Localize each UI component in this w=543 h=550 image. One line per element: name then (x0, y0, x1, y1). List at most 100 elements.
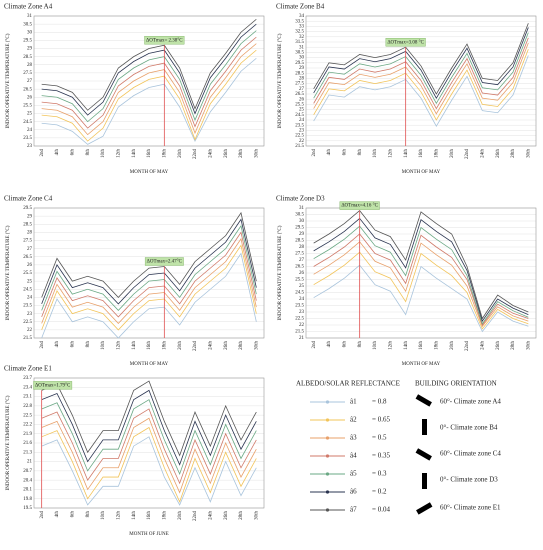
y-tick-label: 23.4 (23, 385, 32, 390)
series-line (313, 233, 529, 326)
x-tick-label: 16th (419, 149, 424, 158)
y-tick-label: 31.5 (295, 40, 304, 45)
series-line (313, 49, 529, 121)
y-tick-label: 24 (299, 118, 305, 123)
x-tick-label: 24th (208, 149, 213, 158)
series-line (41, 399, 257, 476)
y-tick-label: 24.5 (295, 113, 304, 118)
x-tick-label: 24th (480, 149, 485, 158)
x-tick-label: 6th (70, 341, 75, 348)
y-tick-label: 25.5 (23, 271, 32, 276)
x-tick-label: 8th (86, 511, 91, 518)
y-tick-label: 22 (299, 323, 305, 328)
plot-frame (305, 207, 537, 339)
x-tick-label: 14th (132, 511, 137, 520)
x-tick-label: 14th (132, 341, 137, 350)
x-tick-label: 4th (55, 511, 60, 518)
y-tick-label: 28.5 (295, 71, 304, 76)
y-tick-label: 30.5 (295, 213, 304, 218)
orientation-label: 60°- Climate zone C4 (440, 450, 501, 458)
y-tick-label: 22.5 (23, 320, 32, 325)
y-tick-label: 26 (27, 95, 33, 100)
legend-name: â5 (350, 470, 357, 478)
series-line (313, 241, 529, 328)
x-tick-label: 12th (116, 341, 121, 350)
y-tick-label: 19.5 (23, 506, 32, 511)
x-tick-label: 20th (178, 511, 183, 520)
y-tick-label: 25.5 (295, 278, 304, 283)
y-tick-label: 33 (299, 25, 305, 30)
x-tick-label: 8th (86, 341, 91, 348)
x-tick-label: 30th (526, 149, 531, 158)
y-tick-label: 24 (27, 296, 33, 301)
y-tick-label: 22 (27, 328, 33, 333)
x-tick-label: 8th (358, 341, 363, 348)
y-tick-label: 21 (27, 460, 33, 465)
plot-frame (33, 207, 265, 339)
x-axis-label: MONTH OF MAY (402, 170, 441, 175)
series-line (41, 36, 257, 129)
series-line (313, 27, 529, 99)
y-tick-label: 28.5 (23, 222, 32, 227)
y-tick-label: 23 (299, 129, 305, 134)
y-tick-label: 25.5 (23, 104, 32, 109)
series-line (41, 408, 257, 485)
x-tick-label: 20th (450, 149, 455, 158)
x-tick-label: 4th (327, 341, 332, 348)
y-tick-label: 23.5 (295, 123, 304, 128)
legend-name: â1 (350, 398, 357, 406)
legend-name: â3 (350, 434, 357, 442)
series-line (313, 264, 529, 333)
y-tick-label: 26.5 (295, 265, 304, 270)
y-tick-label: 24 (299, 297, 305, 302)
legend-label: = 0.2 (372, 488, 387, 496)
y-tick-label: 30 (299, 219, 305, 224)
x-tick-label: 2nd (312, 341, 317, 349)
series-line (41, 57, 257, 145)
y-tick-label: 24.5 (295, 291, 304, 296)
y-tick-label: 27 (299, 87, 305, 92)
series-line (41, 23, 257, 116)
y-tick-label: 31 (27, 14, 33, 19)
x-tick-label: 28th (239, 511, 244, 520)
y-axis-label: INDOOR OPERATIVE TEMPERATURE (°C) (6, 33, 11, 128)
annotation: ΔOTmax=4.16 °C (341, 204, 378, 209)
x-tick-label: 30th (254, 341, 259, 350)
x-tick-label: 4th (55, 341, 60, 348)
x-tick-label: 6th (70, 511, 75, 518)
y-tick-label: 26.5 (23, 255, 32, 260)
x-tick-label: 18th (434, 341, 439, 350)
x-tick-label: 28th (239, 149, 244, 158)
x-tick-label: 2nd (312, 149, 317, 157)
x-tick-label: 8th (86, 149, 91, 156)
series-line (41, 211, 257, 298)
x-tick-label: 10th (101, 341, 106, 350)
x-tick-label: 16th (147, 149, 152, 158)
legend-marker (325, 454, 330, 458)
x-tick-label: 14th (404, 149, 409, 158)
x-tick-label: 24th (480, 341, 485, 350)
y-tick-label: 24.5 (23, 287, 32, 292)
annotation-box (144, 36, 185, 45)
x-tick-label: 22nd (465, 341, 470, 352)
x-tick-label: 22nd (193, 511, 198, 522)
chart-title: Climate Zone E1 (4, 365, 52, 373)
series-line (41, 244, 257, 331)
x-tick-label: 26th (224, 511, 229, 520)
x-tick-label: 26th (496, 341, 501, 350)
y-tick-label: 28 (299, 245, 305, 250)
x-tick-label: 16th (147, 341, 152, 350)
orientation-icon (415, 448, 432, 461)
y-tick-label: 28 (299, 77, 305, 82)
series-line (313, 217, 529, 323)
series-line (41, 252, 257, 339)
y-tick-label: 32 (299, 35, 305, 40)
orientation-icon (415, 394, 432, 407)
x-tick-label: 4th (55, 149, 60, 156)
y-tick-label: 22.5 (295, 134, 304, 139)
y-tick-label: 26 (299, 97, 305, 102)
x-tick-label: 14th (404, 341, 409, 350)
x-tick-label: 8th (358, 149, 363, 156)
y-tick-label: 30.5 (23, 22, 32, 27)
